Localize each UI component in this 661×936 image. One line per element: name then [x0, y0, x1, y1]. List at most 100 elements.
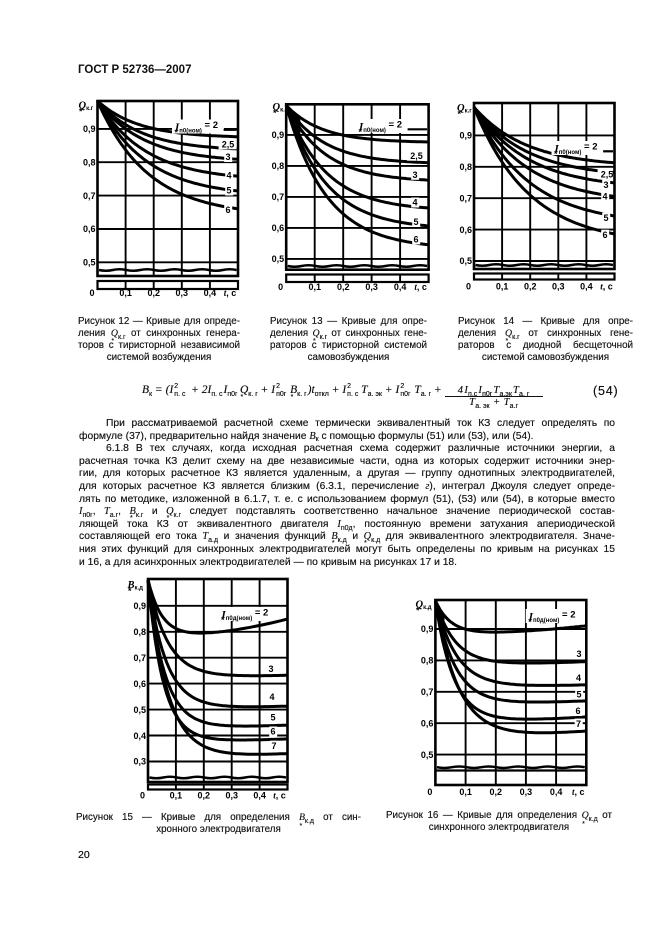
svg-text:0,8: 0,8: [272, 161, 285, 171]
svg-text:*: *: [79, 107, 83, 117]
svg-text:0,2: 0,2: [198, 791, 211, 801]
svg-text:7: 7: [576, 719, 581, 729]
svg-text:Iп0(ном) = 2: Iп0(ном) = 2: [554, 142, 598, 156]
svg-text:0,3: 0,3: [225, 791, 238, 801]
svg-text:Iп0(ном) = 2: Iп0(ном) = 2: [358, 120, 402, 134]
svg-text:0,7: 0,7: [459, 193, 472, 203]
svg-text:0,2: 0,2: [337, 282, 350, 292]
svg-text:5: 5: [603, 213, 608, 223]
svg-text:*: *: [458, 109, 462, 119]
svg-text:t, c: t, c: [572, 787, 585, 797]
svg-text:0,3: 0,3: [176, 288, 189, 298]
svg-text:0,9: 0,9: [83, 124, 96, 134]
svg-text:0,1: 0,1: [119, 288, 132, 298]
svg-text:Qк.г: Qк.г: [79, 101, 94, 113]
svg-text:Qк.д: Qк.д: [416, 600, 432, 612]
svg-text:*: *: [221, 615, 225, 625]
svg-text:0,3: 0,3: [552, 282, 565, 292]
svg-text:5: 5: [270, 713, 275, 723]
svg-text:0,9: 0,9: [272, 130, 285, 140]
svg-text:0,6: 0,6: [272, 223, 285, 233]
svg-text:Iп0д(ном) = 2: Iп0д(ном) = 2: [528, 610, 576, 624]
svg-text:t, c: t, c: [273, 791, 286, 801]
svg-text:0,2: 0,2: [490, 787, 503, 797]
svg-text:Iп0д(ном) = 2: Iп0д(ном) = 2: [221, 608, 269, 622]
svg-text:0,4: 0,4: [204, 288, 217, 298]
svg-text:Iп0(ном) = 2: Iп0(ном) = 2: [174, 120, 218, 134]
svg-text:Bк.д: Bк.д: [127, 580, 144, 592]
svg-text:0: 0: [140, 791, 145, 801]
svg-text:0,9: 0,9: [459, 131, 472, 141]
svg-text:0,3: 0,3: [133, 757, 146, 767]
svg-text:*: *: [528, 617, 532, 627]
svg-text:0,7: 0,7: [133, 653, 146, 663]
svg-text:3: 3: [268, 664, 273, 674]
svg-text:0,4: 0,4: [133, 731, 146, 741]
svg-text:4: 4: [226, 171, 231, 181]
svg-text:0,4: 0,4: [550, 787, 563, 797]
svg-text:Qк.г: Qк.г: [273, 102, 288, 114]
svg-text:0,1: 0,1: [459, 787, 472, 797]
svg-text:0,4: 0,4: [394, 282, 407, 292]
svg-text:0,7: 0,7: [272, 192, 285, 202]
svg-text:0,1: 0,1: [496, 282, 509, 292]
svg-text:0,1: 0,1: [308, 282, 321, 292]
svg-text:6: 6: [270, 727, 275, 737]
svg-text:2,5: 2,5: [222, 140, 235, 150]
svg-text:*: *: [416, 606, 420, 616]
svg-text:t, c: t, c: [224, 288, 237, 298]
svg-text:3: 3: [225, 152, 230, 162]
svg-text:5: 5: [226, 186, 231, 196]
svg-text:t, c: t, c: [600, 282, 613, 292]
svg-text:3: 3: [603, 180, 608, 190]
svg-text:7: 7: [271, 741, 276, 751]
svg-text:3: 3: [576, 649, 581, 659]
svg-text:t, c: t, c: [414, 282, 427, 292]
svg-text:0,3: 0,3: [365, 282, 378, 292]
svg-text:6: 6: [225, 205, 230, 215]
svg-text:0,8: 0,8: [133, 627, 146, 637]
svg-text:0,1: 0,1: [170, 791, 183, 801]
svg-text:0,8: 0,8: [459, 162, 472, 172]
svg-text:0,8: 0,8: [421, 656, 434, 666]
svg-text:0: 0: [466, 282, 471, 292]
svg-text:0: 0: [427, 787, 432, 797]
svg-text:0,5: 0,5: [133, 705, 146, 715]
svg-text:0: 0: [278, 282, 283, 292]
svg-text:0,5: 0,5: [421, 750, 434, 760]
svg-text:*: *: [554, 149, 558, 159]
svg-text:0,4: 0,4: [253, 791, 266, 801]
svg-text:0: 0: [89, 288, 94, 298]
svg-text:0,3: 0,3: [520, 787, 533, 797]
svg-text:0,7: 0,7: [421, 687, 434, 697]
svg-text:0,5: 0,5: [459, 256, 472, 266]
svg-text:0,6: 0,6: [421, 718, 434, 728]
svg-text:0,2: 0,2: [147, 288, 160, 298]
svg-text:0,5: 0,5: [272, 254, 285, 264]
svg-text:0,6: 0,6: [459, 225, 472, 235]
svg-text:4: 4: [269, 692, 274, 702]
svg-text:*: *: [273, 108, 277, 118]
svg-text:4: 4: [602, 192, 607, 202]
svg-text:6: 6: [413, 235, 418, 245]
svg-text:0,2: 0,2: [524, 282, 537, 292]
svg-text:0,6: 0,6: [83, 224, 96, 234]
svg-text:6: 6: [575, 706, 580, 716]
svg-text:0,6: 0,6: [133, 679, 146, 689]
svg-text:0,7: 0,7: [83, 191, 96, 201]
svg-text:6: 6: [602, 230, 607, 240]
svg-text:4: 4: [412, 198, 417, 208]
svg-text:*: *: [175, 128, 179, 138]
svg-text:3: 3: [412, 170, 417, 180]
svg-text:4: 4: [576, 673, 581, 683]
svg-text:0,8: 0,8: [83, 157, 96, 167]
svg-text:*: *: [359, 127, 363, 137]
svg-text:0,5: 0,5: [83, 258, 96, 268]
svg-text:0,9: 0,9: [133, 601, 146, 611]
svg-text:0,9: 0,9: [421, 624, 434, 634]
svg-text:Qк.г: Qк.г: [457, 103, 472, 115]
svg-text:2,5: 2,5: [601, 170, 614, 180]
svg-text:0,4: 0,4: [580, 282, 593, 292]
svg-text:*: *: [128, 586, 132, 596]
svg-text:5: 5: [413, 217, 418, 227]
